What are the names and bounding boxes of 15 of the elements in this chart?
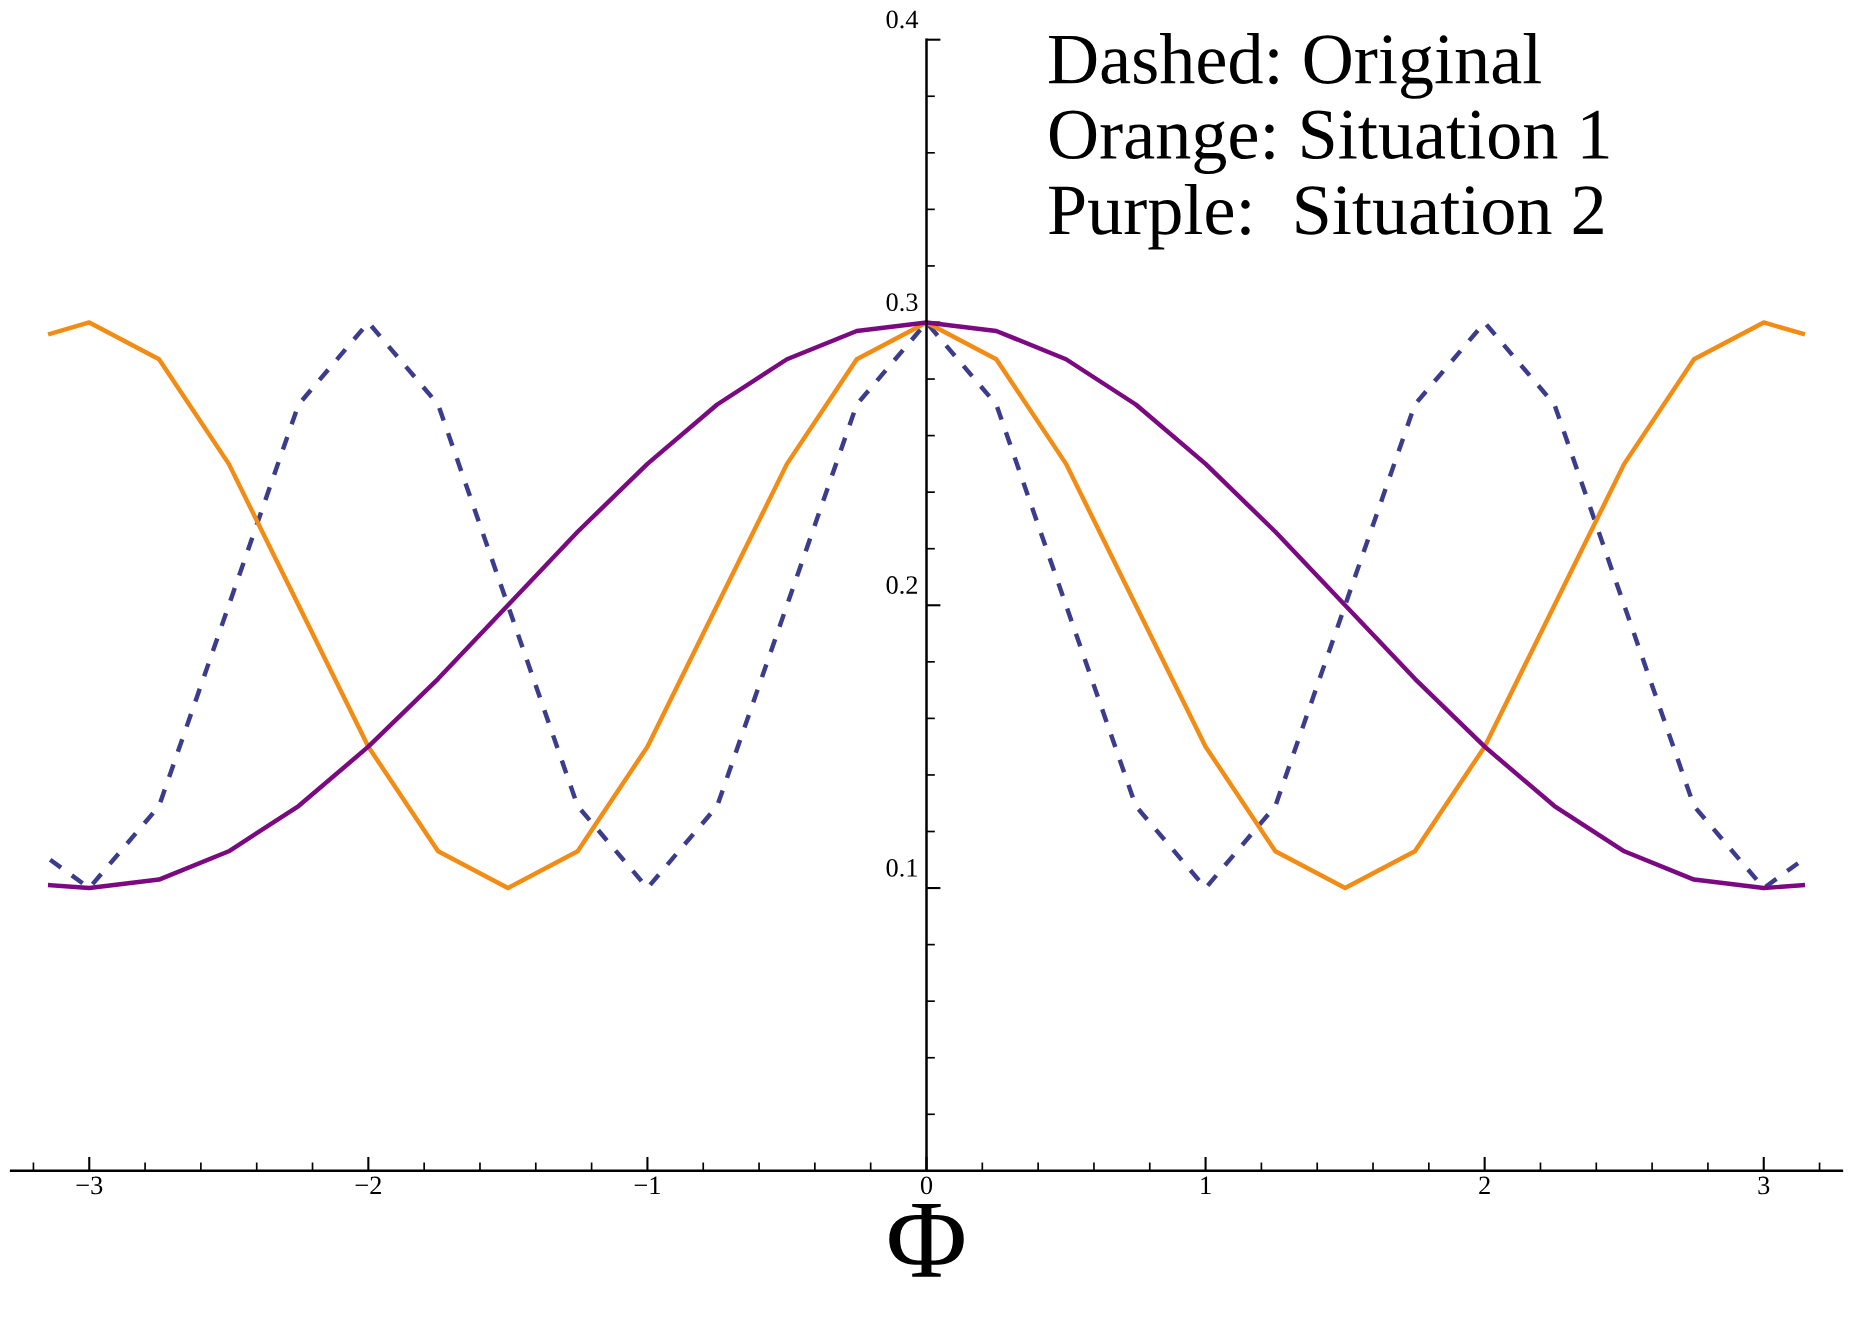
x-tick-label: −2 [355,1176,381,1195]
y-tick-label: 0.2 [886,576,918,595]
x-tick-label: 3 [1758,1176,1770,1195]
x-tick-label: 2 [1479,1176,1490,1195]
annotation: Dashed: Original [1049,33,1541,99]
y-tick-label: 0.3 [886,293,918,312]
x-tick-label: −3 [76,1176,103,1195]
x-tick-label: 0 [920,1176,933,1195]
x-tick-label: −1 [634,1176,660,1195]
x-axis-title: Φ [889,1203,964,1277]
y-tick-label: 0.1 [886,858,917,877]
y-tick-label: 0.4 [886,10,919,29]
annotation: Orange: Situation 1 [1049,110,1609,174]
annotation: Purple: Situation 2 [1049,183,1603,250]
x-tick-label: 1 [1201,1176,1211,1195]
